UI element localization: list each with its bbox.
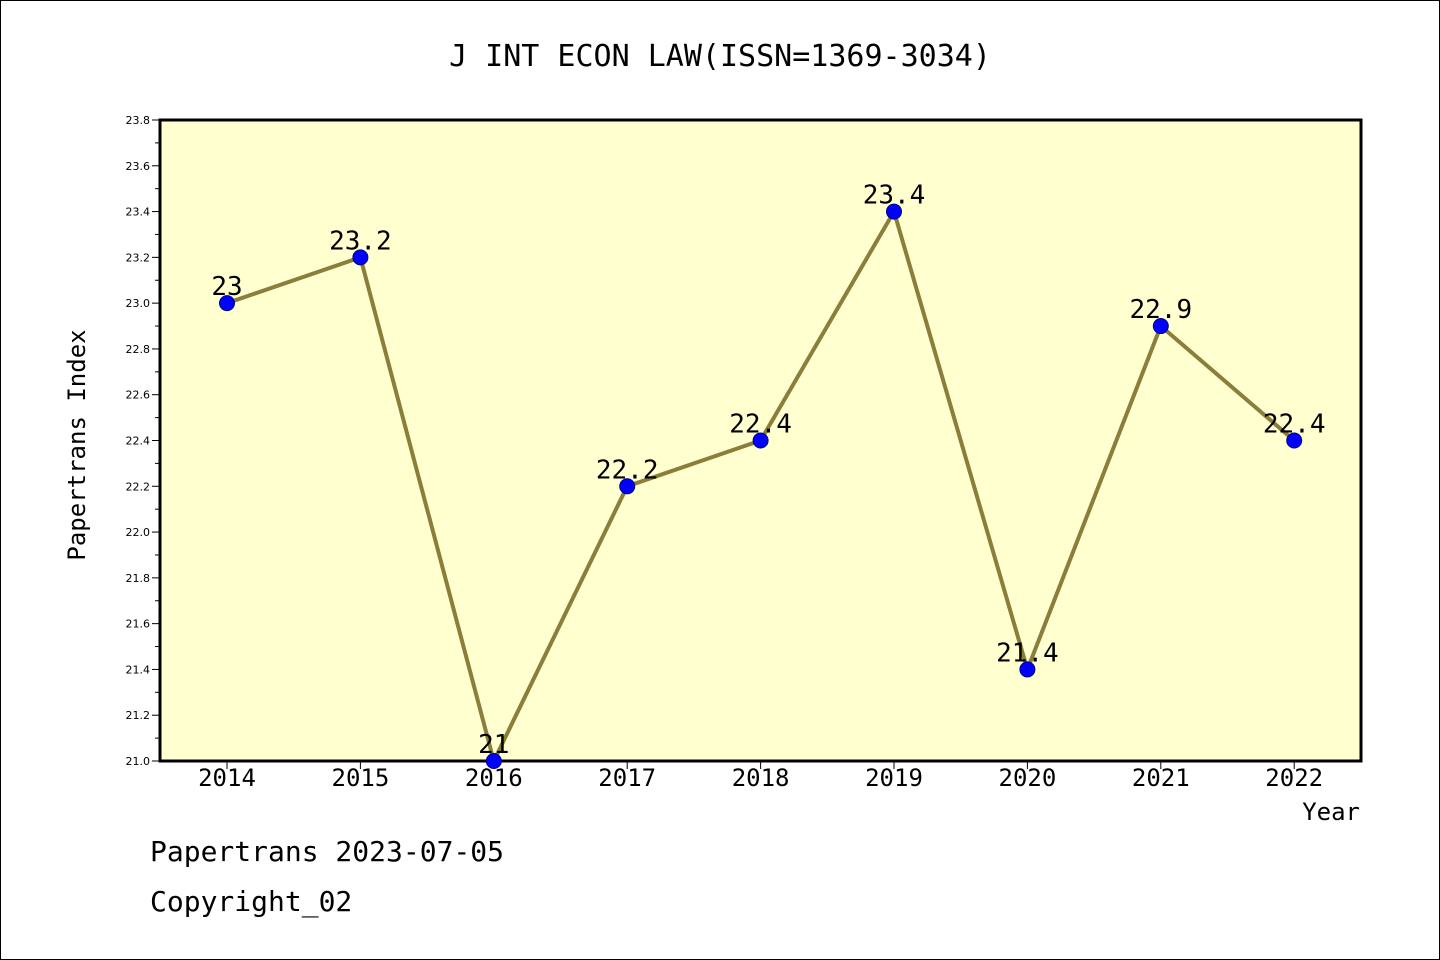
y-tick-label: 22.8 <box>126 343 151 356</box>
footer-copyright: Copyright_02 <box>150 885 353 918</box>
data-point <box>752 432 769 449</box>
footer-date: Papertrans 2023-07-05 <box>150 835 505 868</box>
y-tick-label: 23.0 <box>126 297 151 310</box>
data-point <box>886 203 902 220</box>
y-tick-label: 21.4 <box>126 663 151 676</box>
x-tick-label: 2019 <box>865 764 923 792</box>
x-axis-label: Year <box>1302 798 1360 826</box>
data-label: 22.4 <box>729 410 792 440</box>
y-tick-label: 23.6 <box>126 160 151 173</box>
data-point <box>1286 432 1303 449</box>
data-label: 23 <box>211 272 242 302</box>
data-point <box>619 478 636 495</box>
data-label: 21 <box>478 730 509 760</box>
x-tick-label: 2021 <box>1132 764 1190 792</box>
y-tick-label: 21.2 <box>126 709 151 722</box>
data-label: 21.4 <box>996 638 1059 668</box>
data-label: 22.2 <box>596 455 659 485</box>
data-point <box>219 295 235 312</box>
data-point <box>1019 661 1036 678</box>
y-tick-label: 23.2 <box>126 251 151 264</box>
y-tick-label: 23.8 <box>126 114 151 127</box>
data-point <box>485 753 502 769</box>
data-markers <box>219 203 1303 769</box>
y-axis-label: Papertrans Index <box>63 329 91 560</box>
data-label: 23.4 <box>863 181 926 211</box>
x-tick-label: 2018 <box>732 764 790 792</box>
data-point <box>352 249 369 266</box>
y-tick-label: 22.2 <box>126 480 151 493</box>
y-tick-label: 21.8 <box>126 572 151 585</box>
y-tick-label: 23.4 <box>126 206 151 219</box>
data-label: 22.9 <box>1129 295 1192 325</box>
x-tick-label: 2014 <box>198 764 256 792</box>
x-tick-label: 2020 <box>999 764 1057 792</box>
data-label: 22.4 <box>1263 410 1326 440</box>
y-tick-label: 21.6 <box>126 618 151 631</box>
x-tick-label: 2015 <box>332 764 390 792</box>
y-tick-label: 22.6 <box>126 389 151 402</box>
y-axis: 21.0 21.2 21.4 21.6 21.8 22.0 22.2 22.4 22.6 22.8… <box>126 114 160 768</box>
data-labels: 23 23.2 21 22.2 22.4 23.4 21.4 22.9 22.4 <box>211 181 1325 760</box>
data-point <box>1152 318 1169 335</box>
y-tick-label: 22.4 <box>126 435 151 448</box>
data-label: 23.2 <box>329 226 392 256</box>
x-tick-label: 2022 <box>1265 764 1323 792</box>
x-tick-label: 2017 <box>598 764 656 792</box>
y-tick-label: 22.0 <box>126 526 151 539</box>
chart-title: J INT ECON LAW(ISSN=1369-3034) <box>449 39 991 74</box>
y-tick-label: 21.0 <box>126 755 151 768</box>
x-axis: 2014 2015 2016 2017 2018 2019 2020 2021 2022 <box>198 761 1323 792</box>
